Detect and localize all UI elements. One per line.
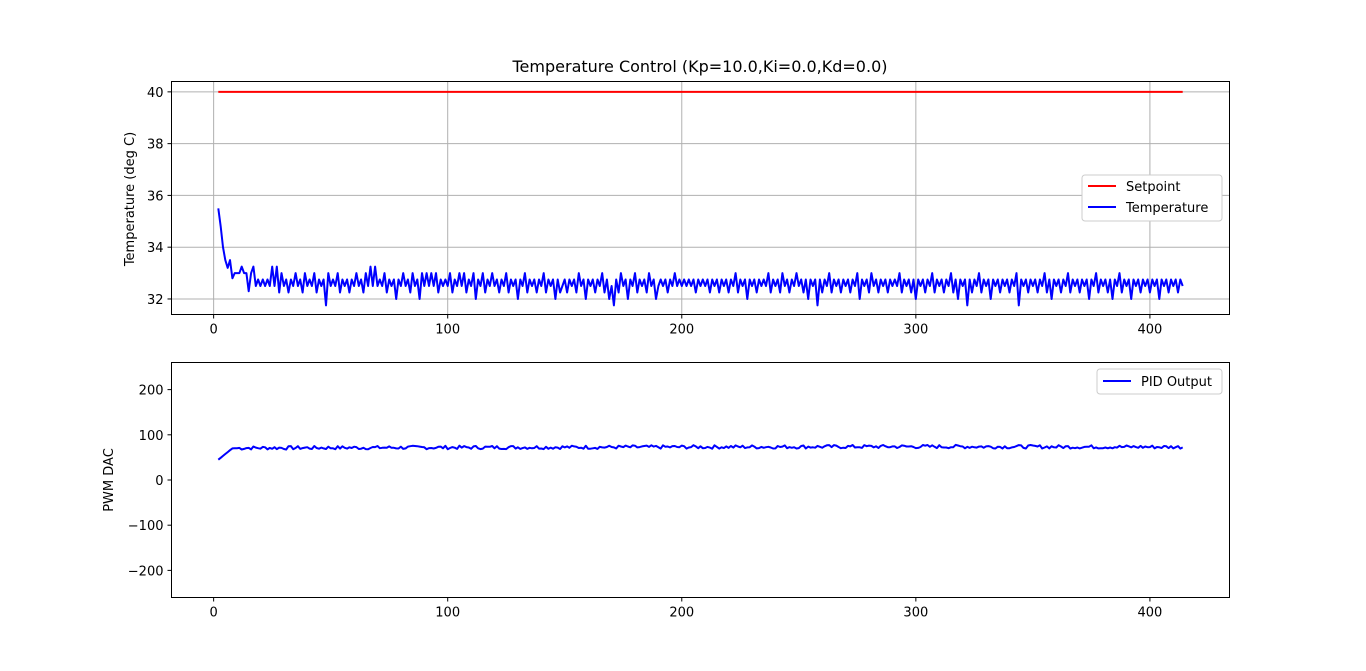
y-axis-label: Temperature (deg C): [123, 132, 138, 267]
legend-box: [1081, 174, 1223, 222]
y-tick-label: 34: [147, 241, 164, 256]
x-tick-label: 200: [669, 323, 694, 338]
x-tick-label: 200: [669, 606, 694, 621]
y-tick-label: −100: [128, 519, 164, 534]
plot-frame: [171, 362, 1230, 598]
legend-box: [1096, 368, 1223, 395]
series-group: [217, 443, 1184, 461]
x-tick-label: 0: [209, 323, 217, 338]
plot-frame: [171, 81, 1230, 315]
y-tick-label: 36: [147, 189, 164, 204]
series-line-temperature: [217, 208, 1184, 307]
legend-label-setpoint: Setpoint: [1126, 180, 1181, 195]
x-tick-label: 0: [209, 606, 217, 621]
legend-label-temperature: Temperature: [1125, 201, 1208, 216]
x-tick-label: 100: [435, 606, 460, 621]
ticks: 0 100 200 300 400 32 34 36 38 40: [147, 86, 1162, 338]
x-tick-label: 300: [903, 323, 928, 338]
y-tick-label: 200: [139, 384, 164, 399]
legend: PID Output: [1096, 368, 1223, 395]
temperature-chart: Temperature Control (Kp=10.0,Ki=0.0,Kd=0…: [123, 57, 1230, 338]
chart-title: Temperature Control (Kp=10.0,Ki=0.0,Kd=0…: [512, 57, 888, 76]
series-group: [217, 90, 1184, 307]
x-tick-label: 400: [1138, 606, 1163, 621]
x-tick-label: 400: [1138, 323, 1163, 338]
y-tick-label: 100: [139, 429, 164, 444]
y-tick-label: 32: [147, 293, 164, 308]
series-line-pid-output: [217, 443, 1184, 461]
y-tick-label: 40: [147, 86, 164, 101]
x-tick-label: 100: [435, 323, 460, 338]
y-tick-label: −200: [128, 564, 164, 579]
y-axis-label: PWM DAC: [102, 448, 117, 512]
x-tick-label: 300: [903, 606, 928, 621]
ticks: 0 100 200 300 400 −200 −100 0 100 200: [128, 384, 1163, 621]
legend-label-pid-output: PID Output: [1141, 375, 1212, 390]
y-tick-label: 0: [155, 474, 163, 489]
legend: Setpoint Temperature: [1081, 174, 1223, 222]
y-tick-label: 38: [147, 138, 164, 153]
pid-output-chart: PWM DAC 0 100 200 300 400 −200 −100 0 100 200 PID…: [102, 362, 1230, 621]
